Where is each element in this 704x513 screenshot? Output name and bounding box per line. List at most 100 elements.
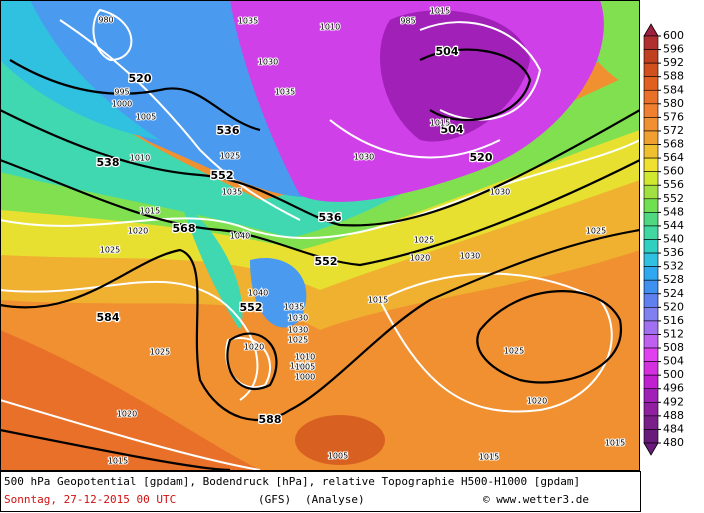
caption-date: Sonntag, 27-12-2015 00 UTC [4,493,176,506]
colorbar-cell [643,49,659,64]
colorbar-tick-label: 524 [663,287,684,300]
colorbar-tick-label: 520 [663,300,684,313]
isobar-label: 1020 [117,410,137,419]
colorbar-tick-label: 488 [663,409,684,422]
colorbar-tick-label: 544 [663,219,684,232]
isobar-label: 1030 [490,188,510,197]
colorbar-cell [643,415,659,430]
colorbar-cell [643,320,659,335]
geopotential-contours [0,48,640,470]
isobar-label: 1025 [220,152,240,161]
isobar-label: 1030 [258,58,278,67]
colorbar-cell [643,225,659,240]
isobar-label: 1015 [479,453,499,462]
colorbar-cell [643,76,659,91]
colorbar-cell [643,307,659,322]
colorbar-cell [643,157,659,172]
isobar-label: 1015 [605,439,625,448]
isobar-label: 985 [400,17,415,26]
geopotential-label: 552 [240,301,263,314]
isobar-label: 1005 [136,113,156,122]
isobar-label: 1015 [140,207,160,216]
isobar-label: 1030 [288,326,308,335]
isobar-label: 1015 [430,119,450,128]
isobar-label: 1025 [414,236,434,245]
colorbar-tick-label: 584 [663,83,684,96]
isobar-label: 1005 [328,452,348,461]
colorbar-cell [643,117,659,132]
colorbar-cell [643,239,659,254]
field-band [0,115,640,290]
isobar-label: 1025 [288,336,308,345]
colorbar-tick-label: 528 [663,273,684,286]
caption-box [0,471,641,512]
colorbar-cell [643,35,659,50]
warm-area [0,330,260,470]
geopotential-label: 504 [436,45,459,58]
isobar-label: 1015 [430,7,450,16]
geopotential-label: 536 [217,124,240,137]
isobar-label: 1020 [244,343,264,352]
field-band [250,258,307,328]
isobar-label: 1035 [275,88,295,97]
colorbar-cap [643,442,659,456]
colorbar-cell [643,130,659,145]
colorbar-cell [643,171,659,186]
geopotential-label: 538 [97,156,120,169]
caption-mode: (Analyse) [305,493,365,506]
colorbar-cell [643,144,659,159]
colorbar-cell [643,266,659,281]
geopotential-label: 584 [97,311,120,324]
isobar-label: 1030 [460,252,480,261]
isobar-label: 1020 [410,254,430,263]
geopotential-label: 520 [129,72,152,85]
colorbar-cell [643,293,659,308]
colorbar-cell [643,361,659,376]
map-labels: 5525365385205685845525365525885045045209… [95,6,626,467]
field-band [0,0,160,140]
colorbar-cap [643,23,659,37]
colorbar-tick-label: 588 [663,70,684,83]
isobar-label: 1020 [527,397,547,406]
colorbar-tick-label: 504 [663,355,684,368]
colorbar-tick-label: 572 [663,124,684,137]
isobar-label: 1035 [222,188,242,197]
colorbar-cell [643,374,659,390]
field-band [0,150,640,330]
colorbar-cell [643,198,659,213]
colorbar-tick-label: 540 [663,233,684,246]
caption-model: (GFS) [258,493,291,506]
geopotential-label: 504 [441,123,464,136]
isobar-label: 1015 [108,457,128,466]
geopotential-label: 552 [315,255,338,268]
colorbar-cell [643,279,659,295]
isobar-label: 1000 [112,100,132,109]
field-band [180,200,243,330]
colorbar-tick-label: 552 [663,192,684,205]
colorbar-tick-label: 484 [663,422,684,435]
colorbar-tick-label: 568 [663,138,684,151]
colorbar-cell [643,103,659,118]
colorbar-cell [643,401,659,417]
isobar-label: 1040 [230,232,250,241]
colorbar: 6005965925885845805765725685645605565525… [643,23,684,456]
map-frame [0,0,640,471]
isobar-label: 1015 [290,362,310,371]
colorbar-tick-label: 580 [663,97,684,110]
colorbar-tick-label: 560 [663,165,684,178]
isobar-label: 1035 [284,303,304,312]
colorbar-cell [643,347,659,362]
caption-description: 500 hPa Geopotential [gpdam], Bodendruck… [4,475,580,488]
colorbar-cell [643,429,659,444]
isobar-label: 1000 [295,373,315,382]
colorbar-tick-label: 512 [663,327,684,340]
isobar-label: 1030 [354,153,374,162]
colorbar-tick-label: 480 [663,436,684,449]
warm-area [295,415,385,465]
colorbar-tick-label: 500 [663,368,684,381]
colorbar-tick-label: 564 [663,151,684,164]
isobar-label: 1010 [320,23,340,32]
colorbar-tick-label: 508 [663,341,684,354]
